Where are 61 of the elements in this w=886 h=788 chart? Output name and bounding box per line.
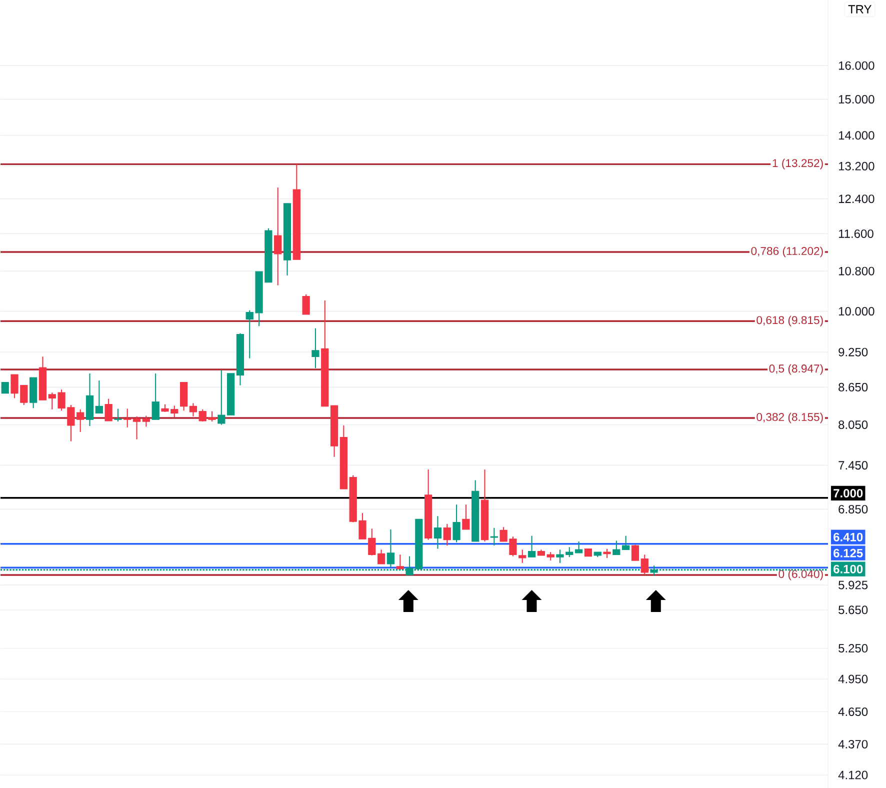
ref-line-label: 0,5 (8.947): [769, 364, 823, 375]
candlestick: [76, 408, 84, 432]
ref-line-label: 6.410: [834, 532, 863, 542]
candlestick: [152, 372, 160, 420]
y-tick-label: 8.650: [838, 382, 868, 392]
candlestick: [95, 380, 103, 414]
text: TRY: [848, 5, 872, 14]
candlestick: [114, 408, 122, 422]
candlestick: [612, 540, 620, 556]
y-tick-label: 4.120: [838, 770, 868, 780]
candlestick: [640, 554, 648, 576]
candlestick: [274, 186, 282, 286]
candlestick: [180, 382, 188, 412]
candlestick: [86, 372, 94, 427]
y-tick-label: 13.200: [838, 162, 874, 170]
candlestick: [218, 369, 226, 426]
y-tick-label: 4.370: [838, 740, 868, 748]
candlestick: [518, 549, 526, 564]
ref-line-label: 7.000: [834, 488, 863, 498]
candlestick: [622, 535, 630, 550]
ref-line-label: 0,786 (11.202): [751, 246, 823, 258]
candlestick: [462, 504, 470, 530]
ref-line-label: 6.100: [834, 564, 863, 574]
candlestick: [312, 328, 320, 369]
candlestick: [528, 535, 536, 558]
y-tick-label: 5.925: [838, 580, 868, 590]
candlestick: [396, 554, 404, 570]
y-tick-label: 5.250: [838, 644, 868, 652]
y-tick-label: 10.000: [838, 306, 874, 316]
y-tick-label: 15.000: [838, 94, 874, 104]
candlestick: [1, 382, 9, 394]
legend-label: 6.125: [834, 548, 863, 558]
candlestick: [377, 549, 386, 564]
y-tick-label: 6.850: [838, 504, 868, 514]
y-tick-label: 8.050: [838, 420, 868, 429]
ref-line-label: 0 (6.040): [778, 570, 823, 580]
candlestick: [302, 294, 310, 315]
candlestick: [574, 540, 583, 554]
ref-line-label: 0,618 (9.815): [756, 316, 823, 326]
y-tick-label: 5.650: [838, 606, 868, 614]
candlestick: [104, 398, 112, 422]
candlestick: [142, 415, 150, 428]
candlestick: [452, 504, 460, 543]
ref-line-label: 0,382 (8.155): [756, 412, 823, 424]
candlestick: [189, 402, 198, 417]
candlestick: [631, 544, 640, 561]
y-tick-label: 12.400: [838, 194, 874, 203]
y-tick-label: 7.450: [838, 460, 868, 470]
y-tick-label: 14.000: [838, 131, 874, 140]
y-tick-label: 9.250: [838, 348, 868, 356]
y-tick-label: 10.800: [838, 266, 874, 276]
candlestick: [124, 408, 132, 428]
candlestick: [132, 416, 141, 440]
candlestick: [443, 523, 451, 546]
y-tick-label: 11.600: [838, 229, 874, 238]
y-tick-label: 4.950: [838, 674, 868, 684]
y-tick-label: 4.650: [838, 707, 868, 716]
ref-line-label: 1 (13.252): [772, 158, 823, 170]
candlestick: [434, 515, 442, 550]
y-tick-label: 16.000: [838, 61, 874, 70]
candlestick: [603, 548, 611, 558]
